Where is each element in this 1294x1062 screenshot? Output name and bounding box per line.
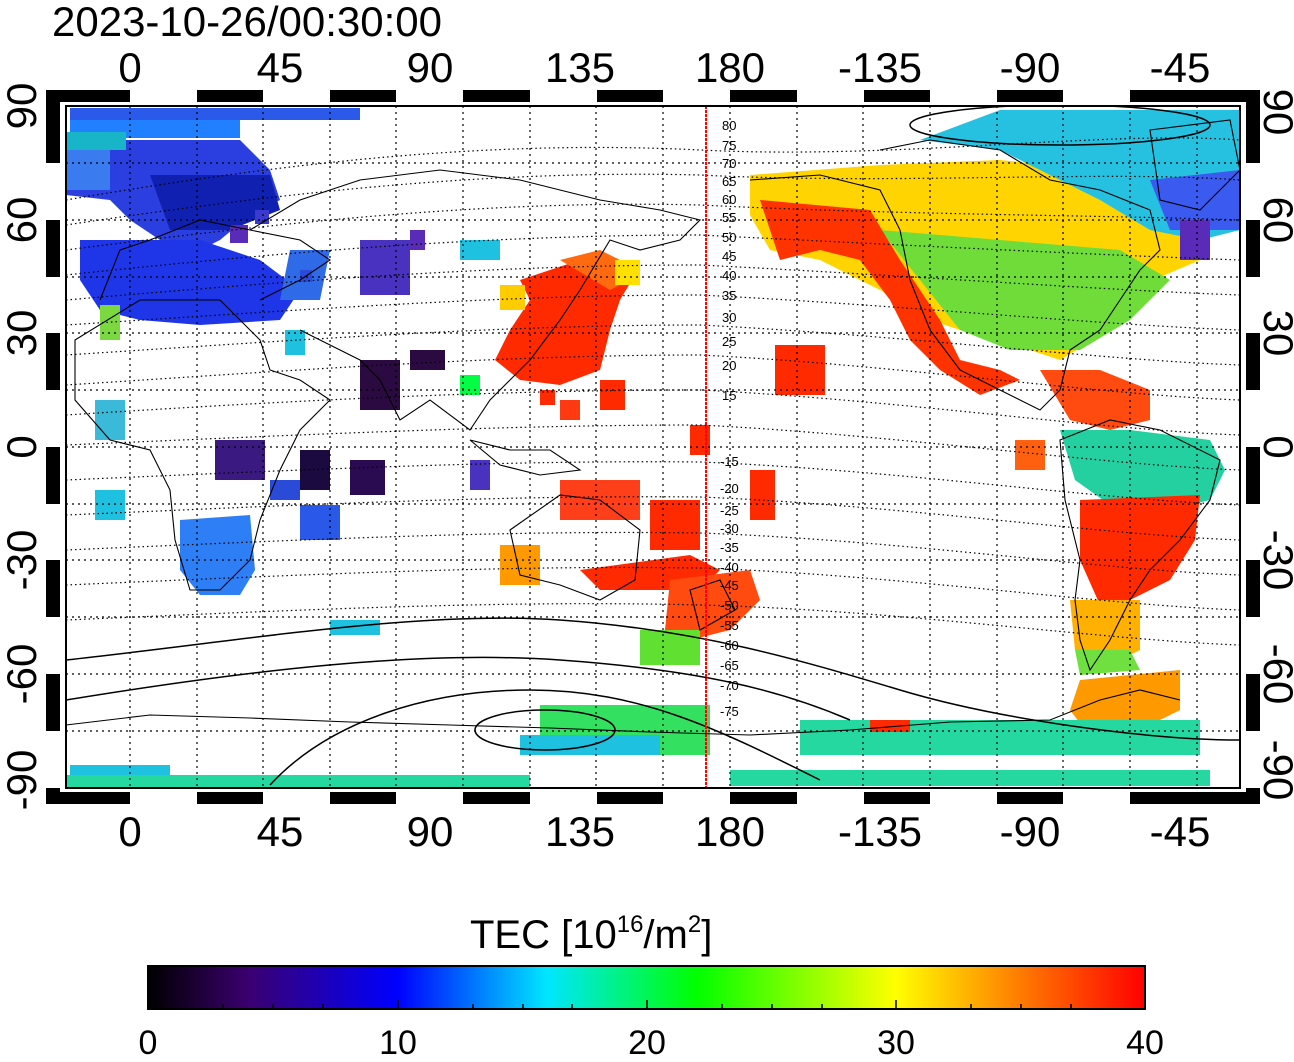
colorbar-tick-30: 30 <box>877 1024 915 1057</box>
contour-label-65: 65 <box>722 174 736 189</box>
top-lon-m45: -45 <box>1150 44 1211 91</box>
contour-label-50: 50 <box>722 230 736 245</box>
auroral-contours <box>66 106 1240 786</box>
colorbar-tick-20: 20 <box>628 1024 666 1057</box>
right-latitude-labels: 90 60 30 0 -30 -60 -90 <box>1255 89 1294 801</box>
map-timestamp: 2023-10-26/00:30:00 <box>52 0 442 45</box>
right-lat-30: 30 <box>1255 310 1294 357</box>
contour-label-60: 60 <box>722 192 736 207</box>
top-lon-180: 180 <box>695 44 765 91</box>
contour-label-70: 70 <box>722 156 736 171</box>
top-longitude-labels: 0 45 90 135 180 -135 -90 -45 <box>118 44 1210 91</box>
colorbar-title: TEC [1016/m2] <box>470 911 712 957</box>
bottom-lon-90: 90 <box>407 808 454 855</box>
north-contour-labels: 80 75 70 65 60 55 50 45 40 35 30 25 20 1… <box>722 118 736 403</box>
south-contour-labels: -15 -20 -25 -30 -35 -40 -45 -50 -55 -60 … <box>720 454 739 719</box>
contour-label-m15: -15 <box>720 454 739 469</box>
top-lon-0: 0 <box>118 44 141 91</box>
contour-label-25: 25 <box>722 334 736 349</box>
contour-label-m35: -35 <box>720 540 739 555</box>
bottom-lon-135: 135 <box>545 808 615 855</box>
contour-label-m65: -65 <box>720 658 739 673</box>
contour-label-35: 35 <box>722 288 736 303</box>
contour-label-m70: -70 <box>720 678 739 693</box>
bottom-longitude-labels: 0 45 90 135 180 -135 -90 -45 <box>118 808 1210 855</box>
contour-label-m60: -60 <box>720 638 739 653</box>
right-lat-m30: -30 <box>1255 530 1294 591</box>
tec-data-layer <box>66 108 1240 787</box>
top-lon-m90: -90 <box>1000 44 1061 91</box>
right-lat-m90: -90 <box>1255 740 1294 801</box>
contour-label-55: 55 <box>722 210 736 225</box>
colorbar-title-mid: /m <box>643 913 687 957</box>
right-lat-90: 90 <box>1255 89 1294 136</box>
bottom-lon-m135: -135 <box>838 808 922 855</box>
bottom-lon-m90: -90 <box>1000 808 1061 855</box>
colorbar-title-exp1: 16 <box>617 911 644 938</box>
contour-label-40: 40 <box>722 268 736 283</box>
left-latitude-labels: 90 60 30 0 -30 -60 -90 <box>0 83 45 811</box>
colorbar-title-end: ] <box>701 913 712 957</box>
left-lat-60: 60 <box>0 197 45 244</box>
right-lat-0: 0 <box>1255 435 1294 458</box>
left-lat-m30: -30 <box>0 530 45 591</box>
top-lon-135: 135 <box>545 44 615 91</box>
left-lat-30: 30 <box>0 310 45 357</box>
contour-label-15: 15 <box>722 388 736 403</box>
contour-label-m45: -45 <box>720 578 739 593</box>
contour-label-m50: -50 <box>720 598 739 613</box>
top-lon-45: 45 <box>257 44 304 91</box>
top-lon-90: 90 <box>407 44 454 91</box>
bottom-lon-45: 45 <box>257 808 304 855</box>
colorbar-title-main: TEC [10 <box>470 913 617 957</box>
left-lat-m90: -90 <box>0 750 45 811</box>
contour-label-30: 30 <box>722 310 736 325</box>
left-lat-0: 0 <box>0 435 45 458</box>
contour-label-m55: -55 <box>720 618 739 633</box>
plot-frame <box>65 105 1241 789</box>
right-lat-60: 60 <box>1255 197 1294 244</box>
coastlines <box>66 119 1240 736</box>
contour-label-45: 45 <box>722 249 736 264</box>
colorbar-tick-10: 10 <box>379 1024 417 1057</box>
colorbar-tick-0: 0 <box>139 1024 158 1057</box>
colorbar-ticks <box>222 1000 1072 1009</box>
colorbar-tick-40: 40 <box>1126 1024 1164 1057</box>
bottom-lon-180: 180 <box>695 808 765 855</box>
contour-label-20: 20 <box>722 358 736 373</box>
contour-label-m25: -25 <box>720 503 739 518</box>
axis-bar-gaps <box>46 90 1260 804</box>
left-lat-m60: -60 <box>0 644 45 705</box>
contour-label-80: 80 <box>722 118 736 133</box>
top-lon-m135: -135 <box>838 44 922 91</box>
contour-label-75: 75 <box>722 138 736 153</box>
colorbar-title-exp2: 2 <box>688 911 701 938</box>
bottom-lon-m45: -45 <box>1150 808 1211 855</box>
colorbar-tick-labels: 0 10 20 30 40 <box>139 1024 1164 1062</box>
contour-label-m75: -75 <box>720 704 739 719</box>
contour-label-m20: -20 <box>720 481 739 496</box>
left-lat-90: 90 <box>0 83 45 130</box>
right-lat-m60: -60 <box>1255 644 1294 705</box>
contour-label-m30: -30 <box>720 521 739 536</box>
contour-label-m40: -40 <box>720 560 739 575</box>
bottom-lon-0: 0 <box>118 808 141 855</box>
